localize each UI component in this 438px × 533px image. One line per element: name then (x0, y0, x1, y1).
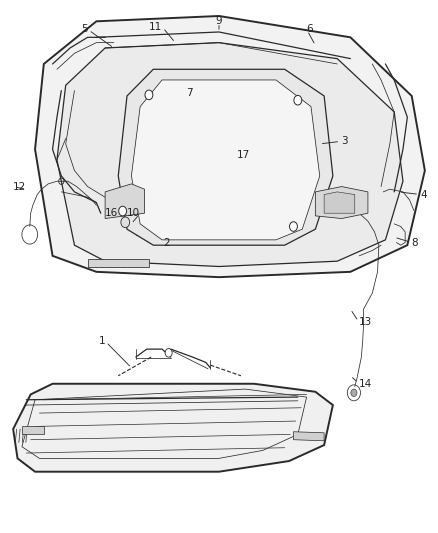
Circle shape (290, 222, 297, 231)
Text: 2: 2 (163, 238, 170, 247)
Text: 16: 16 (105, 208, 118, 218)
Circle shape (121, 217, 130, 228)
Polygon shape (324, 192, 355, 213)
Text: 12: 12 (13, 182, 26, 191)
Circle shape (119, 206, 127, 216)
Text: 7: 7 (186, 88, 193, 98)
Polygon shape (22, 426, 44, 434)
Polygon shape (315, 187, 368, 219)
Text: 3: 3 (342, 136, 348, 146)
Text: 6: 6 (307, 25, 313, 34)
Text: 5: 5 (81, 25, 88, 34)
Polygon shape (13, 384, 333, 472)
Polygon shape (131, 80, 320, 240)
Text: 4: 4 (420, 190, 427, 199)
Polygon shape (35, 16, 425, 277)
Polygon shape (293, 432, 324, 441)
Polygon shape (88, 259, 149, 266)
Text: 1: 1 (99, 336, 105, 346)
Circle shape (294, 95, 302, 105)
Text: 13: 13 (359, 318, 372, 327)
Text: 11: 11 (149, 22, 162, 31)
Circle shape (145, 90, 153, 100)
Text: 10: 10 (127, 208, 140, 218)
Text: 9: 9 (215, 17, 223, 26)
Text: 8: 8 (412, 238, 418, 247)
Polygon shape (105, 184, 145, 219)
Polygon shape (136, 85, 315, 237)
Polygon shape (118, 69, 333, 245)
Circle shape (351, 389, 357, 397)
Circle shape (165, 349, 172, 357)
Polygon shape (57, 43, 403, 266)
Text: 17: 17 (237, 150, 250, 159)
Text: 14: 14 (359, 379, 372, 389)
